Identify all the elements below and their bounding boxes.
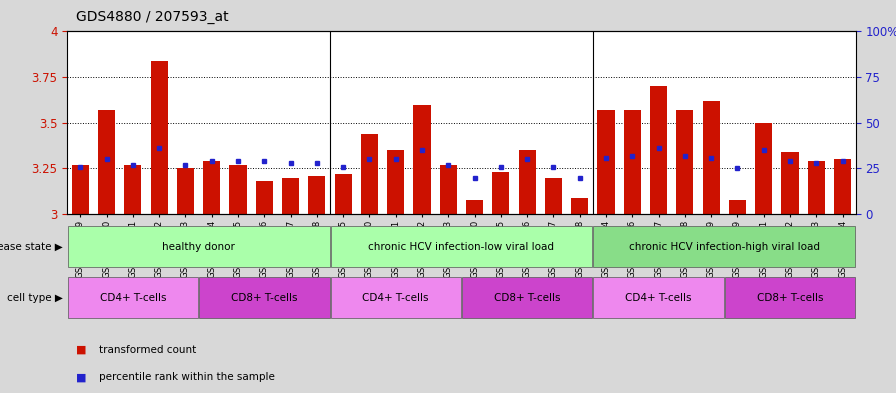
Bar <box>755 123 772 214</box>
Bar <box>361 134 378 214</box>
Bar <box>98 110 116 214</box>
Text: chronic HCV infection-low viral load: chronic HCV infection-low viral load <box>368 242 555 252</box>
Bar <box>545 178 562 214</box>
Text: healthy donor: healthy donor <box>162 242 235 252</box>
Bar <box>466 200 483 214</box>
Bar <box>72 165 89 214</box>
Bar <box>203 161 220 214</box>
Bar <box>308 176 325 214</box>
Text: CD4+ T-cells: CD4+ T-cells <box>625 293 692 303</box>
Text: CD4+ T-cells: CD4+ T-cells <box>363 293 429 303</box>
Text: percentile rank within the sample: percentile rank within the sample <box>99 372 274 382</box>
Bar <box>598 110 615 214</box>
Bar <box>282 178 299 214</box>
Bar <box>331 277 461 318</box>
Bar <box>571 198 589 214</box>
Bar <box>151 61 168 214</box>
Text: ■: ■ <box>76 372 87 382</box>
Bar <box>177 169 194 214</box>
Bar <box>255 181 273 214</box>
Bar <box>725 277 855 318</box>
Bar <box>413 105 431 214</box>
Text: CD8+ T-cells: CD8+ T-cells <box>757 293 823 303</box>
Bar <box>702 101 719 214</box>
Text: chronic HCV infection-high viral load: chronic HCV infection-high viral load <box>629 242 820 252</box>
Bar <box>334 174 352 214</box>
Bar <box>199 277 330 318</box>
Bar <box>807 161 825 214</box>
Bar <box>728 200 746 214</box>
Text: disease state ▶: disease state ▶ <box>0 242 63 252</box>
Text: cell type ▶: cell type ▶ <box>7 293 63 303</box>
Text: CD8+ T-cells: CD8+ T-cells <box>494 293 560 303</box>
Bar <box>593 277 724 318</box>
Bar <box>781 152 798 214</box>
Bar <box>440 165 457 214</box>
Bar <box>624 110 641 214</box>
Bar <box>229 165 246 214</box>
Text: ■: ■ <box>76 345 87 355</box>
Text: CD8+ T-cells: CD8+ T-cells <box>231 293 297 303</box>
Text: transformed count: transformed count <box>99 345 196 355</box>
Bar <box>125 165 142 214</box>
Bar <box>387 150 404 214</box>
Bar <box>676 110 694 214</box>
Bar <box>331 226 592 267</box>
Bar <box>519 150 536 214</box>
Bar <box>492 172 510 214</box>
Bar <box>68 226 330 267</box>
Text: CD4+ T-cells: CD4+ T-cells <box>99 293 166 303</box>
Text: GDS4880 / 207593_at: GDS4880 / 207593_at <box>76 9 228 24</box>
Bar <box>834 160 851 214</box>
Bar <box>593 226 855 267</box>
Bar <box>650 86 668 214</box>
Bar <box>68 277 198 318</box>
Bar <box>462 277 592 318</box>
